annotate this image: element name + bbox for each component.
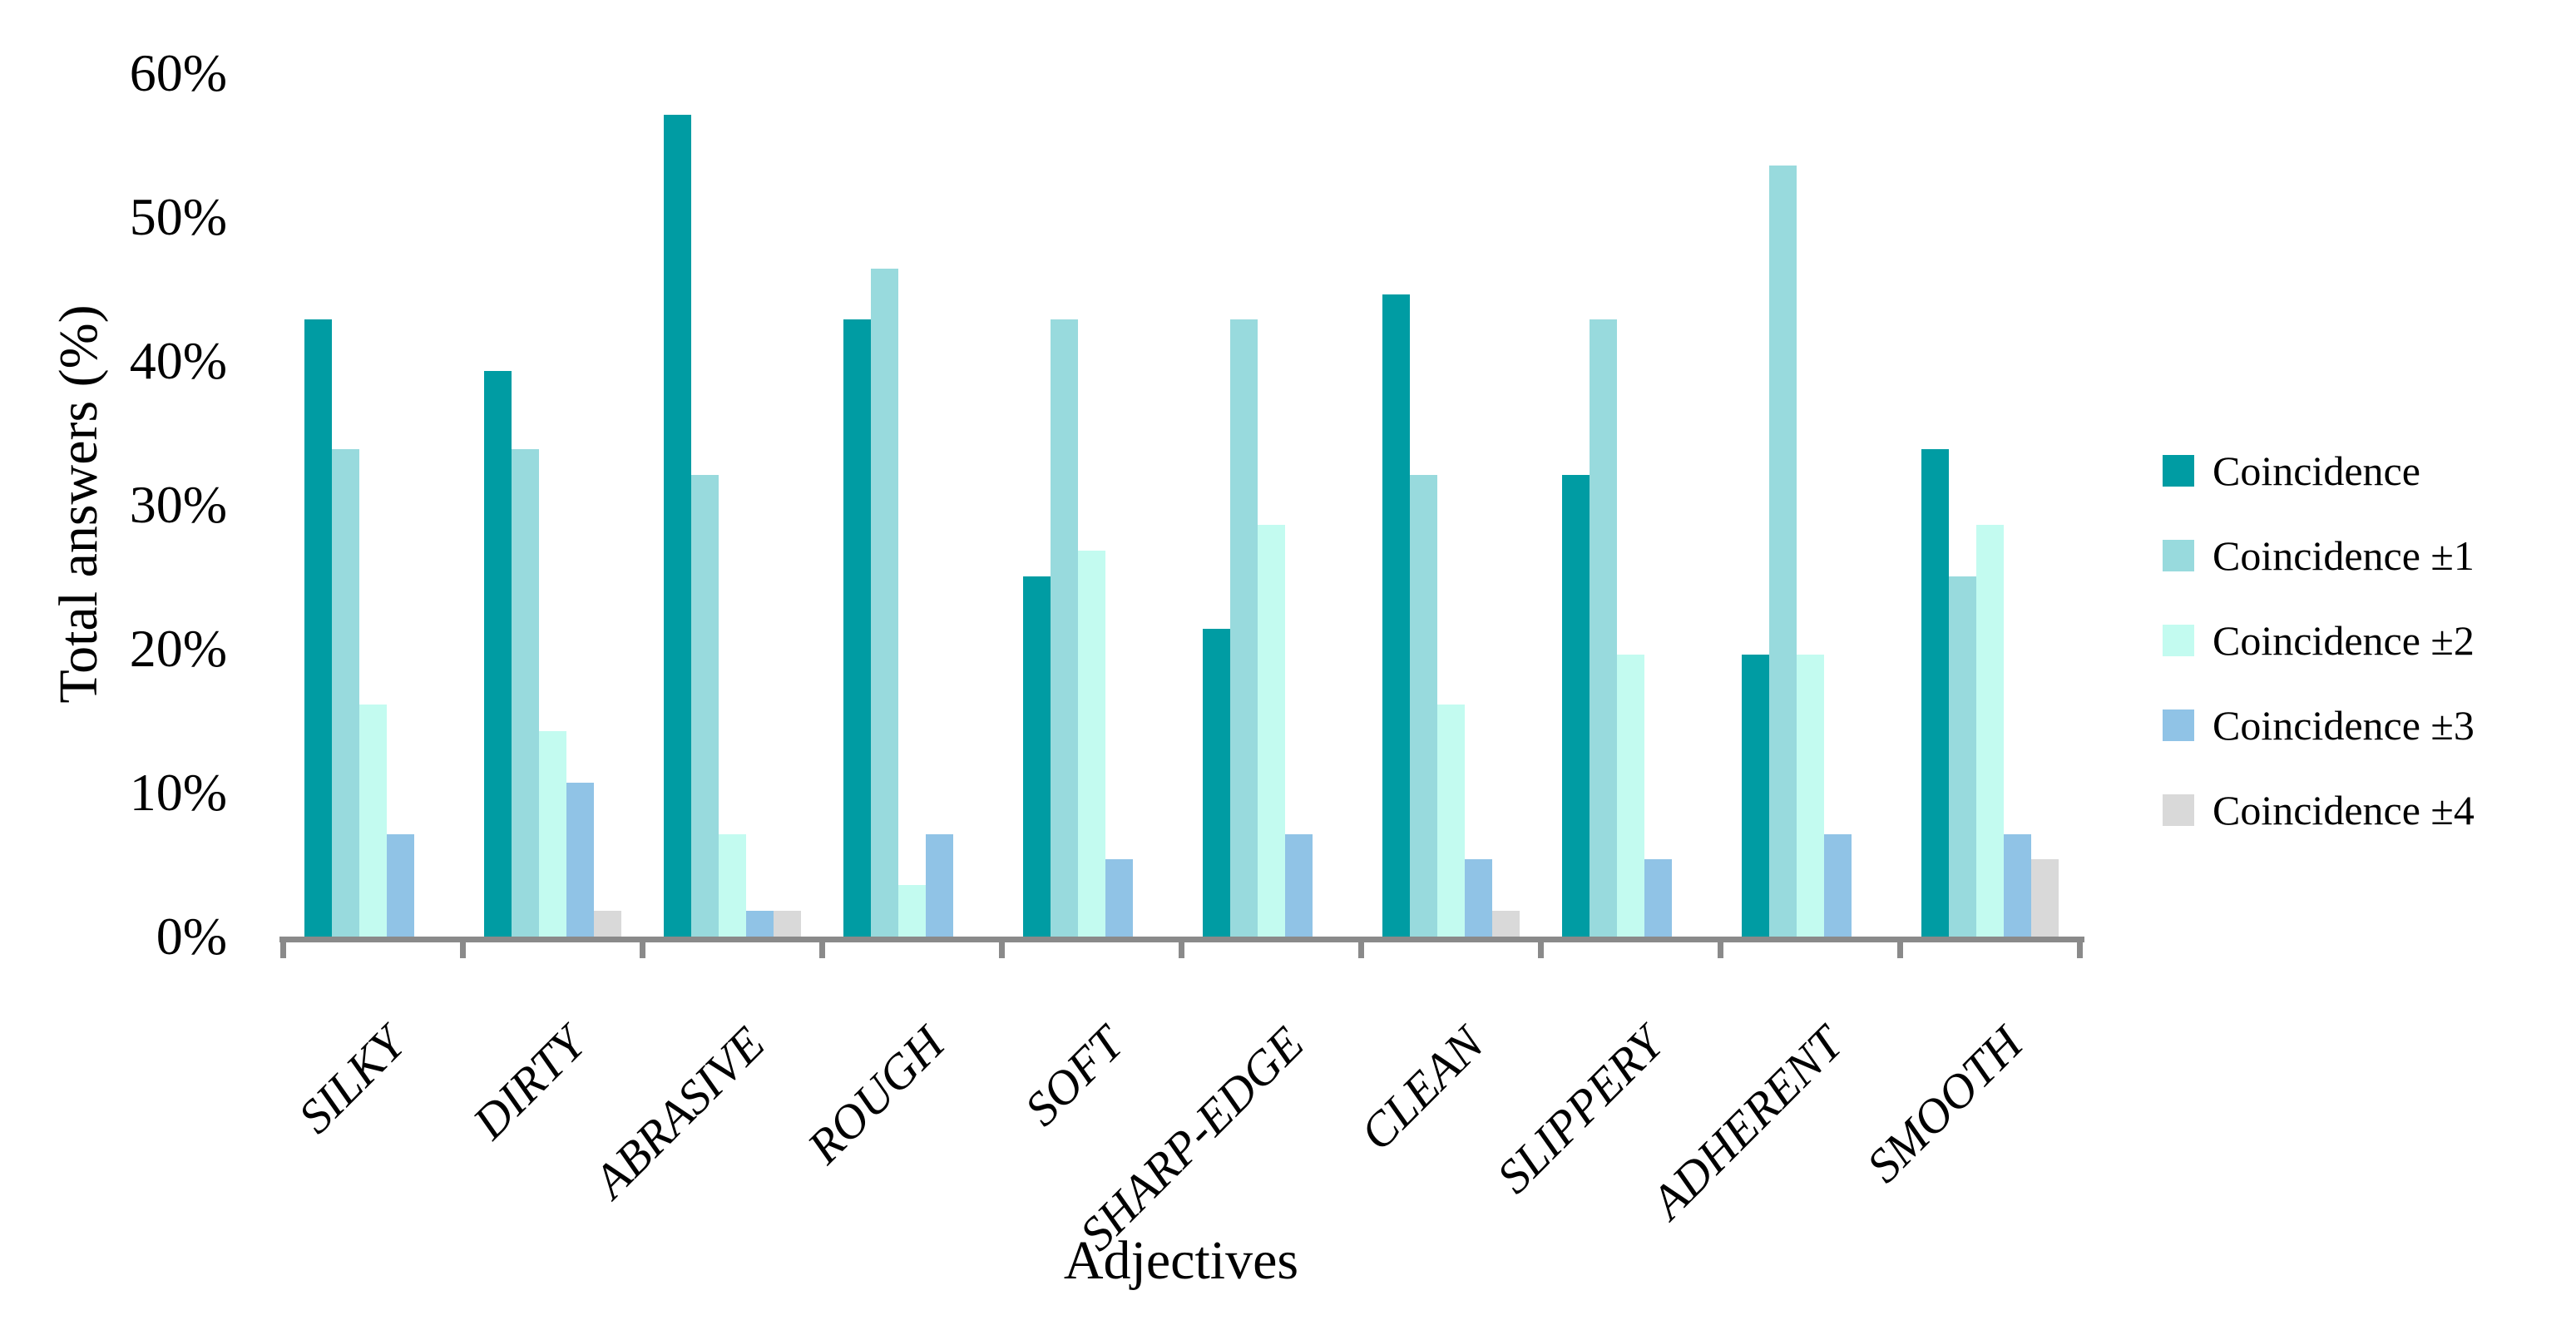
bar-slippery-series3 <box>1644 859 1672 937</box>
bar-clean-series4 <box>1492 911 1520 937</box>
bar-sharp-edge-series2 <box>1258 525 1285 937</box>
x-axis-tick <box>1718 937 1723 958</box>
legend-item: Coincidence ±2 <box>2163 616 2475 665</box>
bar-adherent-series3 <box>1824 834 1852 937</box>
bar-rough-series2 <box>898 885 926 937</box>
x-category-label: SILKY <box>288 1016 416 1144</box>
x-axis-tick <box>819 937 825 958</box>
bar-silky-series2 <box>359 705 387 937</box>
x-category-label: SLIPPERY <box>1486 1016 1674 1204</box>
bar-smooth-series0 <box>1921 449 1949 937</box>
x-axis-tick <box>1179 937 1184 958</box>
legend-swatch <box>2163 625 2194 656</box>
bar-sharp-edge-series1 <box>1230 319 1258 937</box>
x-category-label: CLEAN <box>1349 1016 1494 1161</box>
x-axis-tick <box>1897 937 1903 958</box>
legend-label: Coincidence ±4 <box>2213 787 2475 833</box>
bar-rough-series1 <box>871 269 898 937</box>
x-category-label: ADHERENT <box>1640 1016 1853 1229</box>
legend-item: Coincidence ±1 <box>2163 532 2475 580</box>
bar-abrasive-series3 <box>746 911 774 937</box>
bar-soft-series1 <box>1051 319 1078 937</box>
x-category-label: ROUGH <box>797 1016 955 1174</box>
x-axis-tick <box>460 937 466 958</box>
x-axis-tick <box>1538 937 1544 958</box>
bar-adherent-series2 <box>1797 655 1824 937</box>
y-axis-tick-label: 10% <box>129 763 227 822</box>
legend-swatch <box>2163 540 2194 571</box>
x-axis-tick <box>280 937 286 958</box>
x-axis-title: Adjectives <box>1063 1230 1299 1291</box>
x-axis-tick <box>1358 937 1364 958</box>
y-axis-tick-label: 60% <box>129 43 227 102</box>
bar-smooth-series1 <box>1949 576 1976 937</box>
legend-swatch <box>2163 709 2194 741</box>
bar-rough-series0 <box>843 319 871 937</box>
y-axis-tick-label: 30% <box>129 475 227 534</box>
bar-soft-series2 <box>1078 551 1105 937</box>
x-category-label: SOFT <box>1014 1016 1135 1136</box>
y-axis-tick-label: 0% <box>156 907 227 966</box>
bar-dirty-series0 <box>484 371 512 937</box>
x-axis-tick <box>640 937 645 958</box>
x-category-label: ABRASIVE <box>583 1016 775 1209</box>
bar-soft-series0 <box>1023 576 1051 937</box>
bar-smooth-series3 <box>2004 834 2031 937</box>
bar-abrasive-series1 <box>691 475 719 937</box>
bar-smooth-series2 <box>1976 525 2004 937</box>
bar-rough-series3 <box>926 834 953 937</box>
bar-dirty-series3 <box>566 783 594 937</box>
bar-adherent-series0 <box>1742 655 1769 937</box>
bar-clean-series3 <box>1465 859 1492 937</box>
x-axis-tick <box>999 937 1005 958</box>
y-axis-tick-label: 50% <box>129 187 227 246</box>
bar-slippery-series0 <box>1562 475 1590 937</box>
legend-label: Coincidence ±1 <box>2213 532 2475 579</box>
legend-label: Coincidence <box>2213 447 2420 494</box>
bar-dirty-series2 <box>539 731 566 937</box>
legend-label: Coincidence ±2 <box>2213 617 2475 664</box>
legend-item: Coincidence ±4 <box>2163 786 2475 834</box>
legend-item: Coincidence <box>2163 447 2420 495</box>
bar-silky-series1 <box>332 449 359 937</box>
legend-swatch <box>2163 794 2194 826</box>
bar-silky-series0 <box>304 319 332 937</box>
x-category-label: SMOOTH <box>1856 1016 2033 1194</box>
bar-abrasive-series4 <box>774 911 801 937</box>
bar-sharp-edge-series0 <box>1203 629 1230 937</box>
x-category-label: DIRTY <box>462 1016 596 1150</box>
bar-abrasive-series2 <box>719 834 746 937</box>
bar-smooth-series4 <box>2031 859 2059 937</box>
bar-slippery-series1 <box>1590 319 1617 937</box>
legend-item: Coincidence ±3 <box>2163 701 2475 749</box>
legend-swatch <box>2163 455 2194 487</box>
bar-adherent-series1 <box>1769 166 1797 937</box>
bar-clean-series1 <box>1410 475 1437 937</box>
x-axis-tick <box>2077 937 2083 958</box>
bar-clean-series2 <box>1437 705 1465 937</box>
bar-sharp-edge-series3 <box>1285 834 1313 937</box>
bar-abrasive-series0 <box>664 115 691 937</box>
y-axis-tick-label: 40% <box>129 331 227 390</box>
legend-label: Coincidence ±3 <box>2213 702 2475 749</box>
y-axis-tick-label: 20% <box>129 619 227 678</box>
bar-dirty-series1 <box>512 449 539 937</box>
bar-dirty-series4 <box>594 911 621 937</box>
bar-slippery-series2 <box>1617 655 1644 937</box>
bar-silky-series3 <box>387 834 414 937</box>
bar-clean-series0 <box>1382 294 1410 937</box>
bar-soft-series3 <box>1105 859 1133 937</box>
